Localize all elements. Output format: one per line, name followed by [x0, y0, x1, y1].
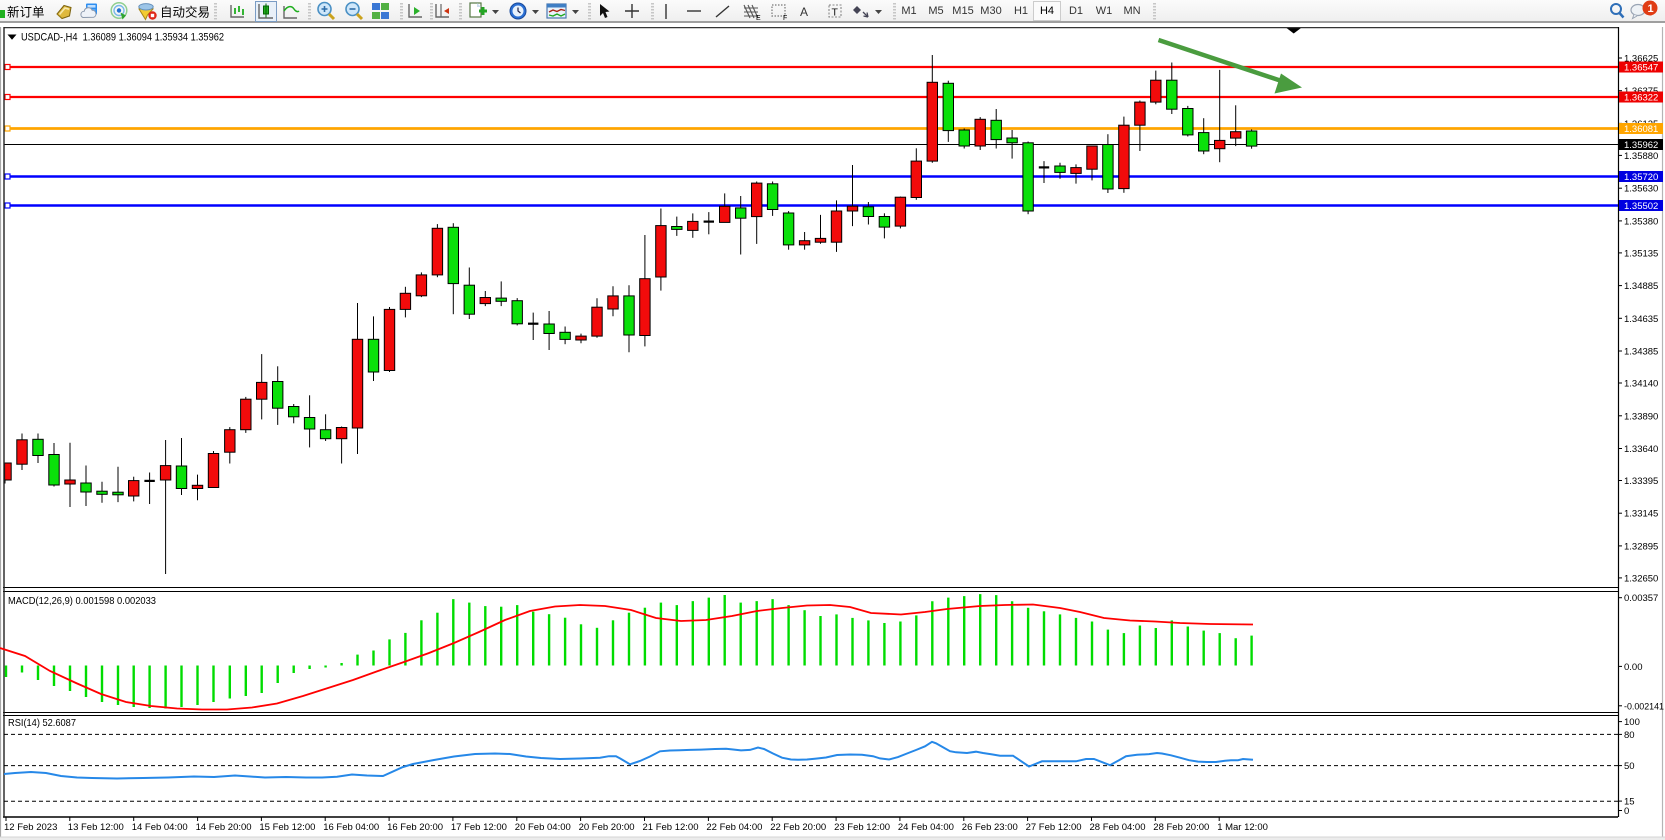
svg-text:1.33640: 1.33640	[1624, 444, 1658, 455]
svg-text:RSI(14) 52.6087: RSI(14) 52.6087	[8, 717, 76, 729]
svg-text:1.36547: 1.36547	[1624, 63, 1658, 74]
svg-text:12 Feb 2023: 12 Feb 2023	[4, 822, 57, 833]
svg-text:1.33145: 1.33145	[1624, 509, 1658, 520]
svg-text:15 Feb 12:00: 15 Feb 12:00	[259, 822, 315, 833]
svg-text:1: 1	[1648, 3, 1654, 15]
svg-text:1.35880: 1.35880	[1624, 151, 1658, 162]
svg-text:20 Feb 04:00: 20 Feb 04:00	[515, 822, 571, 833]
svg-text:E: E	[756, 15, 761, 22]
svg-text:17 Feb 12:00: 17 Feb 12:00	[451, 822, 507, 833]
svg-text:1.33890: 1.33890	[1624, 411, 1658, 422]
svg-text:16 Feb 20:00: 16 Feb 20:00	[387, 822, 443, 833]
svg-text:自动交易: 自动交易	[160, 5, 210, 20]
svg-text:1 Mar 12:00: 1 Mar 12:00	[1217, 822, 1268, 833]
svg-text:1.36081: 1.36081	[1624, 124, 1658, 135]
svg-text:-0.002141: -0.002141	[1624, 701, 1664, 712]
svg-text:USDCAD-,H4 1.36089 1.36094 1.: USDCAD-,H4 1.36089 1.36094 1.35934 1.359…	[21, 32, 224, 44]
svg-text:80: 80	[1624, 730, 1635, 741]
svg-text:27 Feb 12:00: 27 Feb 12:00	[1026, 822, 1082, 833]
svg-text:24 Feb 04:00: 24 Feb 04:00	[898, 822, 954, 833]
svg-text:0.00357: 0.00357	[1624, 593, 1658, 604]
svg-text:1.32650: 1.32650	[1624, 573, 1658, 584]
svg-text:13 Feb 12:00: 13 Feb 12:00	[68, 822, 124, 833]
svg-text:1.36625: 1.36625	[1624, 54, 1658, 65]
svg-text:1.35502: 1.35502	[1624, 201, 1658, 212]
svg-text:14 Feb 04:00: 14 Feb 04:00	[132, 822, 188, 833]
svg-text:1.34385: 1.34385	[1624, 347, 1658, 358]
svg-text:21 Feb 12:00: 21 Feb 12:00	[643, 822, 699, 833]
svg-text:1.35135: 1.35135	[1624, 248, 1658, 259]
svg-text:14 Feb 20:00: 14 Feb 20:00	[196, 822, 252, 833]
svg-text:MACD(12,26,9) 0.001598 0.00203: MACD(12,26,9) 0.001598 0.002033	[8, 595, 156, 607]
svg-text:1.34885: 1.34885	[1624, 281, 1658, 292]
svg-text:20 Feb 20:00: 20 Feb 20:00	[579, 822, 635, 833]
svg-text:A: A	[800, 5, 808, 19]
svg-text:22 Feb 20:00: 22 Feb 20:00	[770, 822, 826, 833]
svg-text:1.32895: 1.32895	[1624, 541, 1658, 552]
svg-text:50: 50	[1624, 761, 1635, 772]
svg-text:新订单: 新订单	[7, 5, 45, 20]
svg-text:1.35630: 1.35630	[1624, 184, 1658, 195]
svg-text:22 Feb 04:00: 22 Feb 04:00	[706, 822, 762, 833]
svg-text:1.34635: 1.34635	[1624, 314, 1658, 325]
svg-text:1.35962: 1.35962	[1624, 140, 1658, 151]
svg-text:26 Feb 23:00: 26 Feb 23:00	[962, 822, 1018, 833]
svg-text:1.33395: 1.33395	[1624, 476, 1658, 487]
svg-text:1.35380: 1.35380	[1624, 216, 1658, 227]
svg-text:28 Feb 04:00: 28 Feb 04:00	[1090, 822, 1146, 833]
svg-text:0.00: 0.00	[1624, 662, 1643, 673]
svg-text:1.36322: 1.36322	[1624, 93, 1658, 104]
svg-text:1.34140: 1.34140	[1624, 379, 1658, 390]
svg-text:F: F	[783, 15, 787, 22]
svg-text:0: 0	[1624, 806, 1629, 817]
svg-text:1.35720: 1.35720	[1624, 172, 1658, 183]
svg-text:100: 100	[1624, 717, 1640, 728]
svg-text:T: T	[832, 7, 839, 19]
svg-text:16 Feb 04:00: 16 Feb 04:00	[323, 822, 379, 833]
svg-text:28 Feb 20:00: 28 Feb 20:00	[1153, 822, 1209, 833]
svg-text:15: 15	[1624, 797, 1635, 808]
svg-text:23 Feb 12:00: 23 Feb 12:00	[834, 822, 890, 833]
